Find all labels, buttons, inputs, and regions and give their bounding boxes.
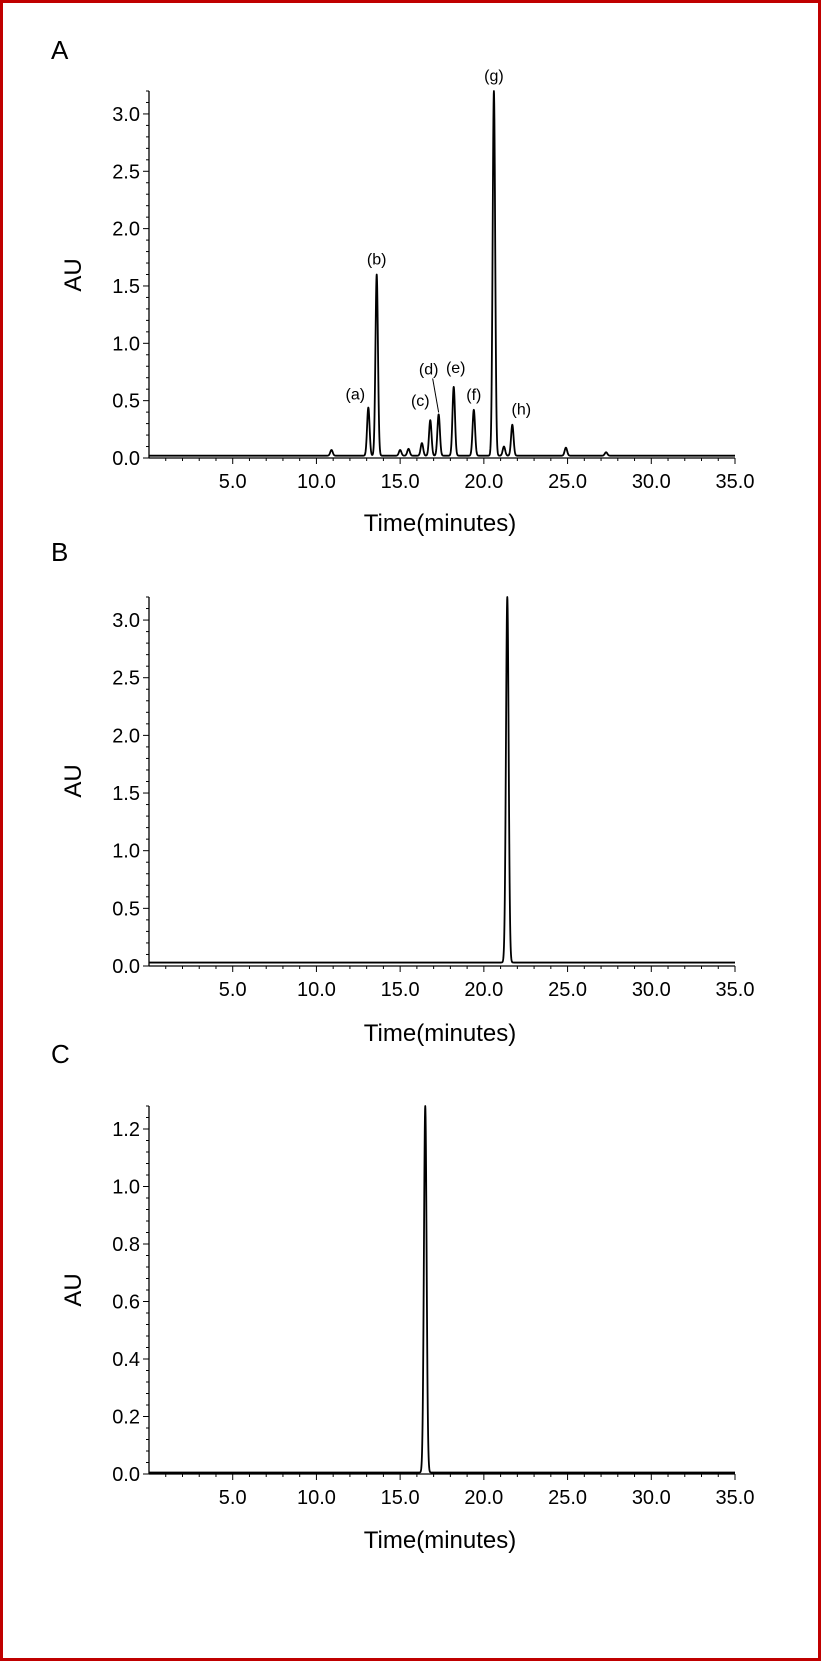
y-axis-title: AU [60, 1273, 87, 1306]
y-tick-label: 3.0 [112, 104, 140, 126]
panel-letter: B [51, 537, 68, 567]
y-tick-label: 1.5 [112, 783, 140, 805]
y-axis-title: AU [60, 258, 87, 291]
y-axis-title: AU [60, 764, 87, 797]
x-tick-label: 5.0 [219, 471, 247, 493]
y-tick-label: 0.5 [112, 898, 140, 920]
y-tick-label: 2.0 [112, 219, 140, 241]
y-tick-label: 0.8 [112, 1234, 140, 1256]
peak-label: (e) [446, 360, 466, 377]
peak-label: (g) [484, 68, 504, 85]
chromatogram-trace [148, 1105, 736, 1474]
y-tick-label: 2.5 [112, 161, 140, 183]
y-tick-label: 1.5 [112, 276, 140, 298]
x-axis-title: Time(minutes) [364, 1527, 516, 1554]
x-tick-label: 25.0 [548, 471, 587, 493]
chart-panel-b: B 0.0 0.5 1.0 1.5 2.0 2.5 3.0 5.0 10.0 15.0 20.0 25.… [51, 537, 754, 1047]
chromatogram-trace [148, 90, 736, 457]
chart-panel-a: A 0.0 0.5 1.0 1.5 2.0 2.5 3.0 5.0 10.0 15.0 20.0 25.… [51, 35, 754, 537]
y-tick-label: 1.0 [112, 1177, 140, 1199]
x-tick-label: 30.0 [632, 979, 671, 1001]
x-tick-label: 15.0 [381, 1487, 420, 1509]
y-tick-label: 0.0 [112, 956, 140, 978]
y-tick-label: 1.0 [112, 841, 140, 863]
panel-letter: C [51, 1039, 70, 1069]
y-tick-label: 0.5 [112, 391, 140, 413]
y-tick-label: 0.0 [112, 1464, 140, 1486]
x-axis-title: Time(minutes) [364, 510, 516, 537]
y-tick-label: 1.2 [112, 1119, 140, 1141]
x-tick-label: 10.0 [297, 1487, 336, 1509]
x-tick-label: 15.0 [381, 979, 420, 1001]
peak-leader-line [432, 378, 440, 413]
peak-label: (f) [466, 387, 481, 404]
y-tick-label: 1.0 [112, 333, 140, 355]
x-tick-label: 20.0 [464, 471, 503, 493]
y-tick-label: 2.0 [112, 725, 140, 747]
peak-label: (h) [512, 402, 532, 419]
chromatogram-trace [148, 596, 736, 964]
x-tick-label: 30.0 [632, 471, 671, 493]
x-tick-label: 5.0 [219, 979, 247, 1001]
panel-letter: A [51, 35, 69, 65]
x-tick-label: 20.0 [464, 979, 503, 1001]
y-tick-label: 0.6 [112, 1292, 140, 1314]
x-tick-label: 35.0 [716, 979, 755, 1001]
x-tick-label: 10.0 [297, 979, 336, 1001]
chromatogram-figure: A 0.0 0.5 1.0 1.5 2.0 2.5 3.0 5.0 10.0 15.0 20.0 25.… [51, 35, 754, 1554]
peak-label: (d) [419, 361, 439, 378]
x-tick-label: 20.0 [464, 1487, 503, 1509]
peak-label: (c) [411, 393, 430, 410]
x-tick-label: 25.0 [548, 1487, 587, 1509]
x-tick-label: 5.0 [219, 1487, 247, 1509]
x-tick-label: 10.0 [297, 471, 336, 493]
x-tick-label: 35.0 [716, 1487, 755, 1509]
chart-panel-c: C 0.0 0.2 0.4 0.6 0.8 1.0 1.2 5.0 10.0 15.0 20.0 25.… [51, 1039, 754, 1554]
y-tick-label: 0.4 [112, 1349, 140, 1371]
y-tick-label: 2.5 [112, 668, 140, 690]
x-tick-label: 30.0 [632, 1487, 671, 1509]
x-tick-label: 35.0 [716, 471, 755, 493]
y-tick-label: 0.0 [112, 448, 140, 470]
x-tick-label: 25.0 [548, 979, 587, 1001]
y-tick-label: 0.2 [112, 1407, 140, 1429]
x-axis-title: Time(minutes) [364, 1020, 516, 1047]
peak-label: (b) [367, 252, 387, 269]
peak-label: (a) [346, 387, 366, 404]
x-tick-label: 15.0 [381, 471, 420, 493]
y-tick-label: 3.0 [112, 610, 140, 632]
